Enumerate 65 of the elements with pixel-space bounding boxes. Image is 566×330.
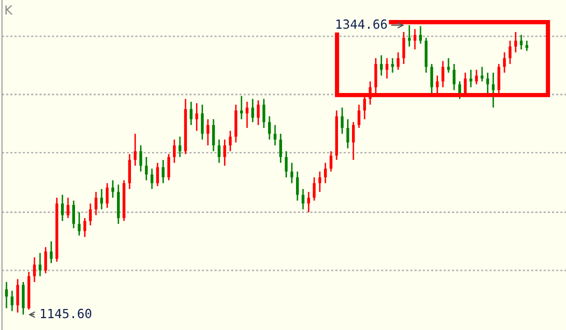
candlestick — [240, 95, 243, 120]
candlestick — [503, 52, 506, 74]
candlestick — [256, 100, 260, 126]
candlestick — [274, 124, 276, 146]
candlestick — [61, 194, 64, 222]
candlestick — [324, 162, 327, 184]
candlestick — [419, 25, 422, 44]
candlestick — [486, 72, 490, 94]
candlestick — [128, 153, 131, 190]
candlestick — [330, 150, 332, 172]
candlestick — [279, 133, 282, 164]
candlestick — [296, 170, 299, 202]
candlestick — [38, 252, 42, 277]
chart-title: K — [5, 5, 13, 14]
candlestick — [442, 60, 444, 88]
candlestick — [508, 40, 512, 65]
candlestick — [144, 156, 148, 181]
candlestick — [178, 136, 182, 158]
candlestick — [396, 52, 400, 70]
candlestick — [206, 118, 210, 146]
candlestick — [452, 63, 456, 91]
candlestick — [251, 98, 254, 123]
annotation: 1145.60 — [40, 308, 92, 318]
candlestick — [16, 278, 20, 314]
candlestick — [475, 69, 478, 86]
candlestick — [469, 69, 472, 88]
candlestick — [352, 121, 355, 161]
candlestick — [228, 130, 232, 152]
candlestick — [33, 256, 36, 283]
candlestick — [111, 180, 114, 198]
candlestick — [50, 240, 53, 264]
candlestick — [302, 188, 304, 210]
candlestick — [134, 133, 137, 166]
candlestick — [100, 188, 103, 210]
candlestick — [246, 101, 248, 129]
candlestick — [167, 153, 170, 181]
candlestick — [66, 197, 70, 219]
candlestick — [520, 34, 523, 50]
candlestick — [290, 162, 294, 184]
annotation: 1344.66 — [336, 19, 387, 29]
candlestick — [212, 118, 215, 152]
candlestick — [497, 63, 500, 94]
candlestick — [190, 101, 193, 126]
candlestick — [358, 104, 360, 129]
candlestick — [162, 159, 165, 184]
candlestick — [514, 31, 518, 54]
candlestick — [218, 138, 220, 164]
candlestick — [72, 200, 76, 229]
candlestick — [414, 28, 416, 50]
candlestick — [525, 40, 528, 52]
candlestick — [268, 116, 271, 140]
candlestick — [262, 98, 266, 129]
candlestick — [391, 57, 394, 74]
candlestick — [94, 191, 98, 216]
candlestick — [44, 246, 48, 274]
candlestick — [447, 57, 450, 74]
candlestick — [307, 191, 310, 213]
candlestick — [5, 281, 8, 309]
candlestick — [156, 162, 159, 187]
candlestick — [150, 168, 154, 190]
candlestick — [380, 54, 383, 76]
candlestick — [89, 202, 92, 226]
candlestick — [480, 66, 484, 82]
candlestick — [10, 290, 14, 312]
candlestick — [386, 57, 388, 80]
